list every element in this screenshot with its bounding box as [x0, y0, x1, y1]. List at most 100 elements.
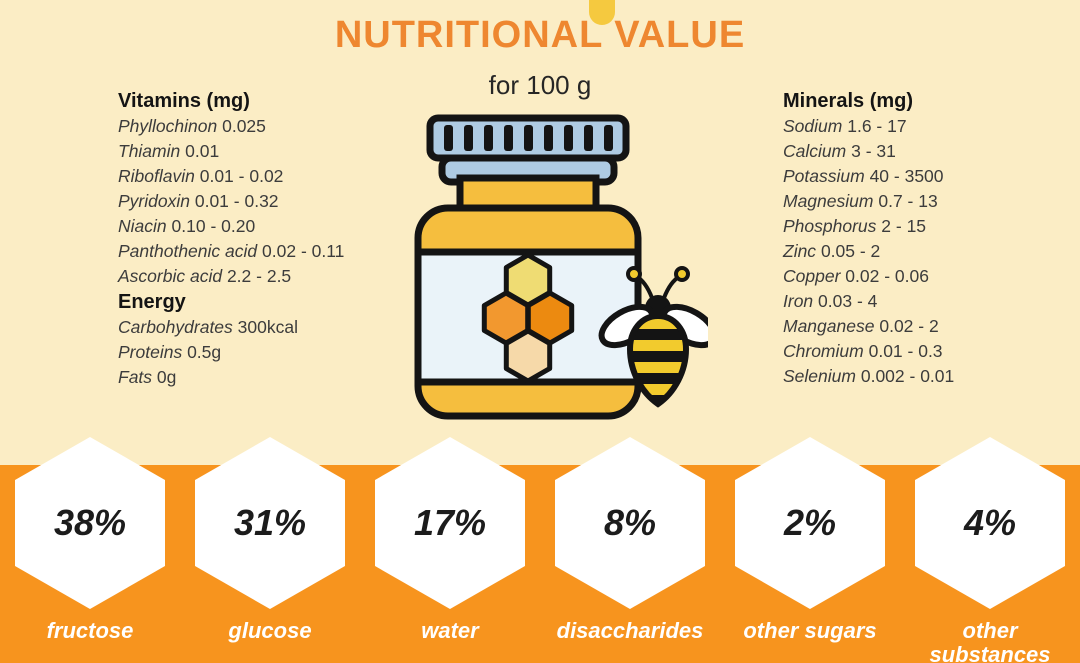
nutrient-value: 0.01 - 0.3 — [868, 341, 943, 361]
nutrient-name: Chromium — [783, 341, 864, 361]
vitamins-section: Vitamins (mg) Phyllochinon 0.025 Thiamin… — [118, 88, 438, 390]
hexagon: 31% — [195, 437, 345, 609]
percent-value: 4% — [963, 502, 1017, 543]
jar-lid-icon — [426, 114, 630, 186]
nutrient-item: Manganese 0.02 - 2 — [783, 314, 1080, 339]
nutrient-item: Proteins 0.5g — [118, 340, 438, 365]
nutrient-name: Calcium — [783, 141, 847, 161]
component-label: water — [421, 618, 479, 643]
nutrient-item: Niacin 0.10 - 0.20 — [118, 214, 438, 239]
nutrient-name: Sodium — [783, 116, 843, 136]
hexagon: 17% — [375, 437, 525, 609]
composition-row: 38% fructose 31% glucose 17% water — [0, 437, 1080, 663]
nutrient-item: Zinc 0.05 - 2 — [783, 239, 1080, 264]
nutrient-value: 0.02 - 0.06 — [845, 266, 929, 286]
nutrient-item: Selenium 0.002 - 0.01 — [783, 364, 1080, 389]
nutrient-value: 2.2 - 2.5 — [226, 266, 292, 286]
nutrient-item: Calcium 3 - 31 — [783, 139, 1080, 164]
nutrient-item: Chromium 0.01 - 0.3 — [783, 339, 1080, 364]
percent-value: 17% — [413, 502, 487, 543]
nutrient-item: Fats 0g — [118, 365, 438, 390]
composition-item: 2% other sugars — [720, 437, 900, 663]
composition-item: 8% disaccharides — [540, 437, 720, 663]
nutrient-item: Copper 0.02 - 0.06 — [783, 264, 1080, 289]
energy-list: Carbohydrates 300kcal Proteins 0.5g Fats… — [118, 315, 438, 390]
vitamins-heading: Vitamins (mg) — [118, 90, 250, 112]
bee-icon — [598, 266, 708, 408]
hexagon: 38% — [15, 437, 165, 609]
nutrient-name: Riboflavin — [118, 166, 195, 186]
nutrient-item: Ascorbic acid 2.2 - 2.5 — [118, 264, 438, 289]
percent-value: 8% — [603, 502, 657, 543]
honey-drip-icon — [589, 0, 615, 25]
nutrient-value: 0.01 - 0.02 — [199, 166, 284, 186]
vitamins-list: Phyllochinon 0.025 Thiamin 0.01 Riboflav… — [118, 114, 438, 289]
energy-heading: Energy — [118, 291, 186, 313]
nutrient-item: Sodium 1.6 - 17 — [783, 114, 1080, 139]
nutrient-name: Magnesium — [783, 191, 874, 211]
nutrient-name: Niacin — [118, 216, 167, 236]
nutrient-name: Pyridoxin — [118, 191, 190, 211]
nutrient-name: Selenium — [783, 366, 856, 386]
nutrient-value: 2 - 15 — [881, 216, 927, 236]
nutrient-value: 0.10 - 0.20 — [171, 216, 256, 236]
composition-item: 38% fructose — [0, 437, 180, 663]
nutrient-value: 0g — [156, 367, 177, 387]
nutrient-name: Ascorbic acid — [118, 266, 223, 286]
nutrient-name: Phyllochinon — [118, 116, 218, 136]
nutrient-name: Potassium — [783, 166, 865, 186]
percent-value: 38% — [53, 502, 127, 543]
hexagon: 8% — [555, 437, 705, 609]
component-label: fructose — [46, 618, 134, 643]
nutrient-value: 300kcal — [237, 317, 298, 337]
honeycomb-icon — [481, 252, 575, 384]
subtitle: for 100 g — [488, 70, 592, 100]
hexagon: 4% — [915, 437, 1065, 609]
nutrient-name: Carbohydrates — [118, 317, 233, 337]
composition-item: 4% other substances — [900, 437, 1080, 663]
nutrient-value: 1.6 - 17 — [847, 116, 907, 136]
nutrient-name: Iron — [783, 291, 814, 311]
nutrient-name: Thiamin — [118, 141, 181, 161]
nutrient-item: Phosphorus 2 - 15 — [783, 214, 1080, 239]
nutrient-item: Magnesium 0.7 - 13 — [783, 189, 1080, 214]
nutrient-item: Riboflavin 0.01 - 0.02 — [118, 164, 438, 189]
nutrient-value: 0.5g — [187, 342, 222, 362]
composition-item: 17% water — [360, 437, 540, 663]
nutrient-value: 0.02 - 0.11 — [262, 241, 345, 261]
component-label: other sugars — [743, 618, 877, 643]
nutrient-name: Manganese — [783, 316, 875, 336]
component-label: glucose — [228, 618, 312, 643]
minerals-section: Minerals (mg) Sodium 1.6 - 17 Calcium 3 … — [783, 88, 1080, 389]
nutrient-item: Carbohydrates 300kcal — [118, 315, 438, 340]
nutrient-item: Thiamin 0.01 — [118, 139, 438, 164]
nutrient-name: Phosphorus — [783, 216, 877, 236]
nutrient-name: Zinc — [783, 241, 817, 261]
nutrient-value: 3 - 31 — [851, 141, 896, 161]
component-label: other substances — [929, 618, 1051, 663]
nutrient-item: Iron 0.03 - 4 — [783, 289, 1080, 314]
nutrient-value: 0.002 - 0.01 — [860, 366, 955, 386]
nutrient-item: Panthothenic acid 0.02 - 0.11 — [118, 239, 438, 264]
nutrient-value: 0.03 - 4 — [818, 291, 878, 311]
nutrient-value: 0.7 - 13 — [878, 191, 938, 211]
nutrient-item: Phyllochinon 0.025 — [118, 114, 438, 139]
nutrient-name: Proteins — [118, 342, 183, 362]
nutrient-value: 0.01 - 0.32 — [194, 191, 279, 211]
nutrient-value: 0.02 - 2 — [879, 316, 939, 336]
percent-value: 31% — [233, 502, 307, 543]
hexagon: 2% — [735, 437, 885, 609]
nutrient-value: 0.025 — [222, 116, 266, 136]
nutrient-value: 0.05 - 2 — [820, 241, 881, 261]
component-label: disaccharides — [556, 618, 704, 643]
minerals-heading: Minerals (mg) — [783, 90, 914, 112]
honey-jar-bee-illustration — [414, 114, 708, 420]
bottom-band — [0, 465, 1080, 663]
nutrient-name: Copper — [783, 266, 841, 286]
percent-value: 2% — [783, 502, 837, 543]
nutrient-item: Potassium 40 - 3500 — [783, 164, 1080, 189]
nutrient-item: Pyridoxin 0.01 - 0.32 — [118, 189, 438, 214]
minerals-list: Sodium 1.6 - 17 Calcium 3 - 31 Potassium… — [783, 114, 1080, 389]
page-title: NUTRITIONAL VALUE — [334, 14, 746, 56]
